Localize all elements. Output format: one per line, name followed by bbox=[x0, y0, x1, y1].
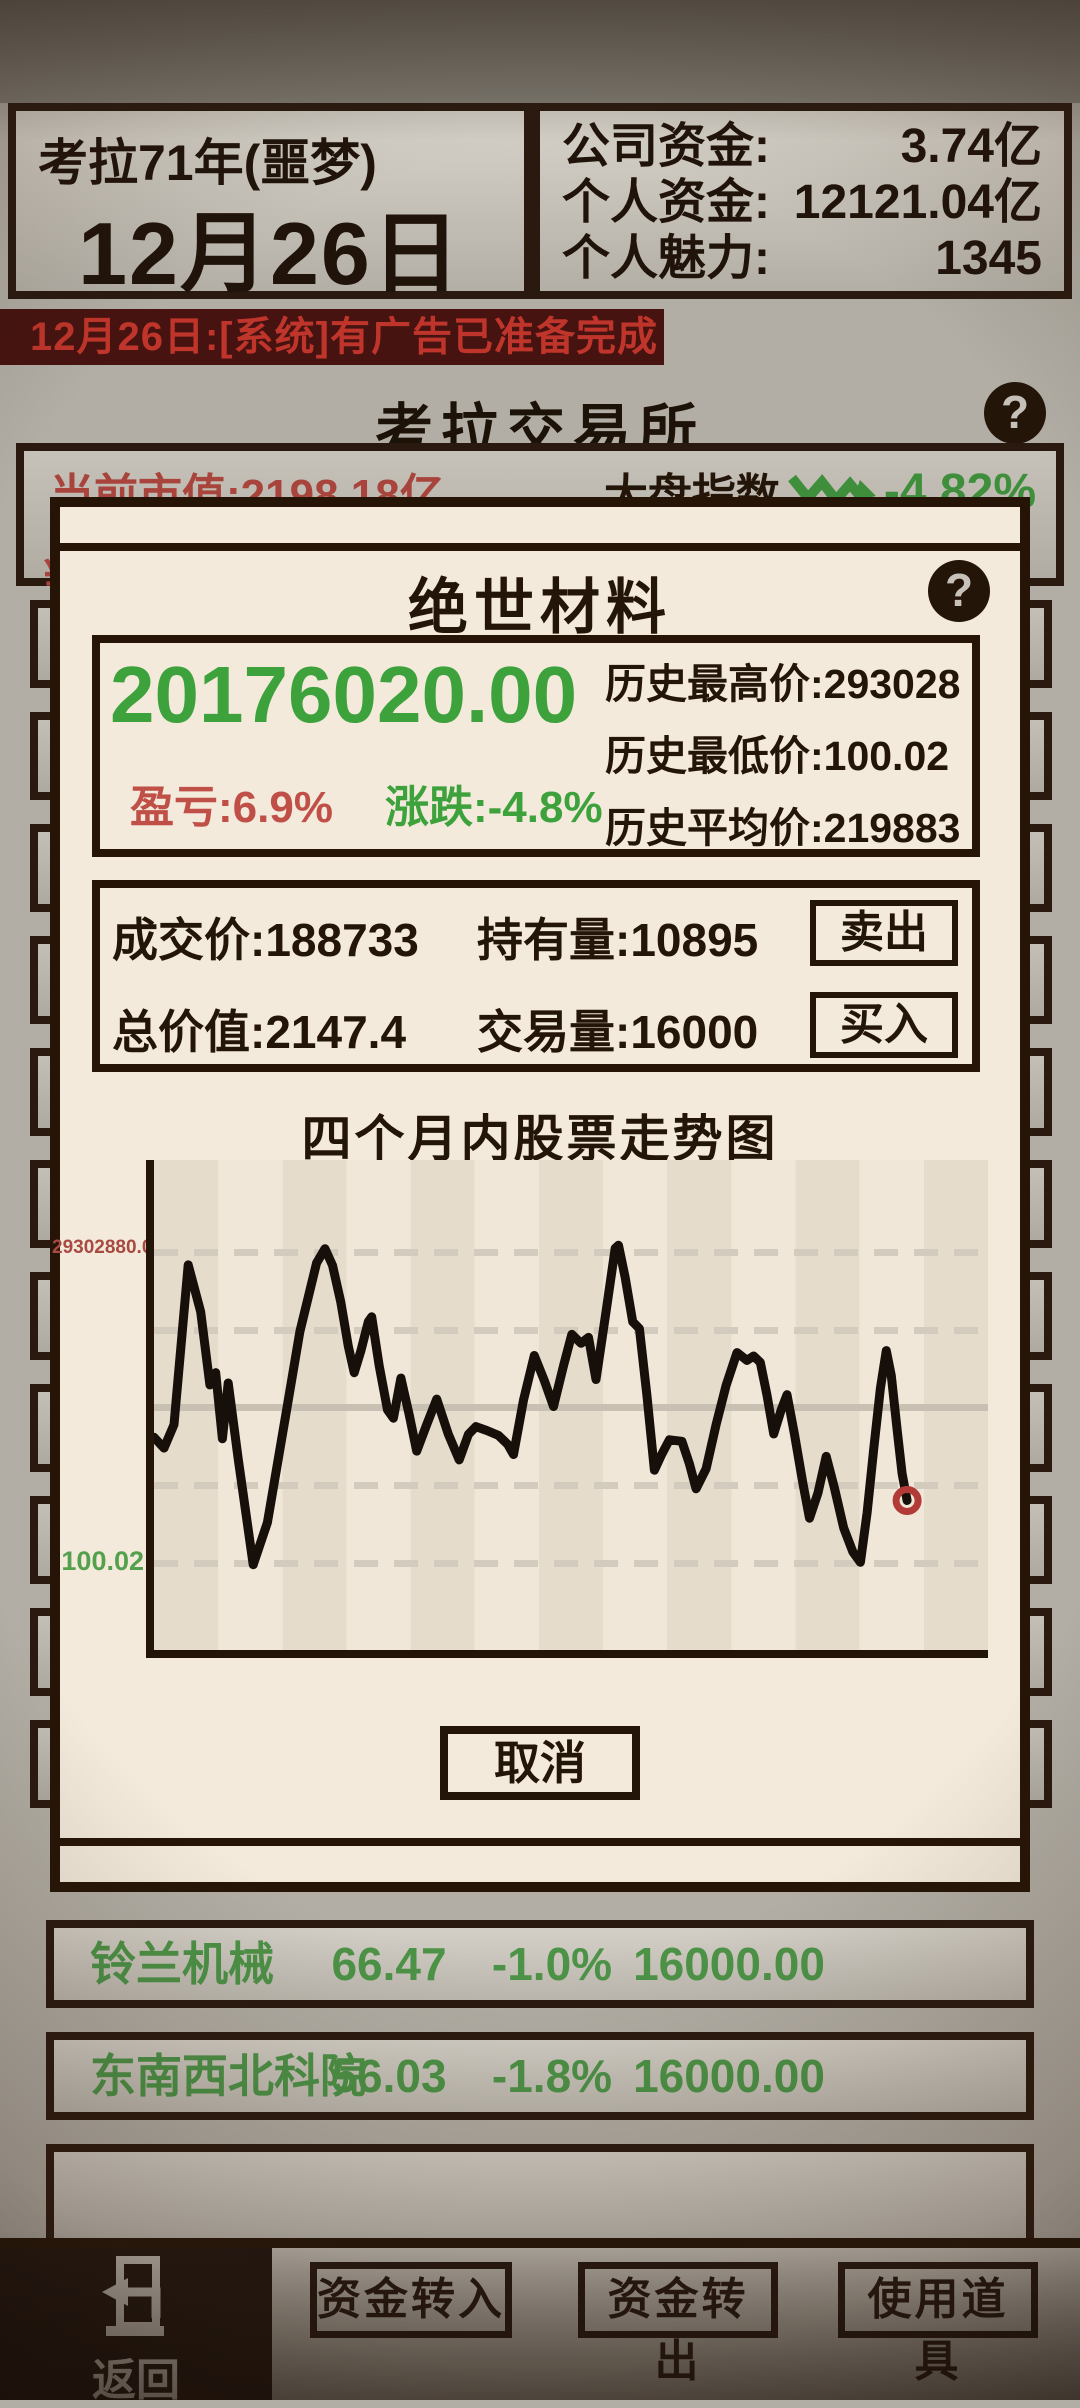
stat-label: 个人魅力: bbox=[562, 232, 770, 285]
stats-panel: 公司资金: 3.74亿 个人资金: 12121.04亿 个人魅力: 1345 bbox=[532, 103, 1072, 299]
deal-price: 成交价:188733 bbox=[112, 904, 419, 970]
stock-trend-chart bbox=[154, 1160, 988, 1650]
total-value: 总价值:2147.4 bbox=[112, 996, 406, 1062]
stock-row-southeast[interactable]: 东南西北科院 56.03 -1.8% 16000.00 bbox=[46, 2032, 1034, 2120]
total-value-label: 总价值: bbox=[112, 1006, 266, 1058]
holdings: 持有量:10895 bbox=[477, 904, 758, 970]
trade-box: 成交价:188733 持有量:10895 卖出 总价值:2147.4 交易量:1… bbox=[92, 880, 980, 1072]
deal-price-label: 成交价: bbox=[112, 914, 266, 966]
stock-row-lingland[interactable]: 铃兰机械 66.47 -1.0% 16000.00 bbox=[46, 1920, 1034, 2008]
stock-name: 铃兰机械 bbox=[90, 1938, 274, 1990]
modal-top-divider bbox=[60, 543, 1020, 551]
sell-button[interactable]: 卖出 bbox=[810, 900, 958, 966]
help-icon[interactable]: ? bbox=[984, 382, 1046, 444]
history-average: 历史平均价:219883 bbox=[605, 805, 961, 851]
transfer-in-button[interactable]: 资金转入 bbox=[310, 2262, 512, 2338]
chart-y-axis bbox=[146, 1160, 154, 1658]
history-low: 历史最低价:100.02 bbox=[605, 733, 950, 779]
total-value-value: 2147.4 bbox=[265, 1006, 407, 1058]
modal-help-icon[interactable]: ? bbox=[928, 560, 990, 622]
transfer-out-button[interactable]: 资金转出 bbox=[578, 2262, 778, 2386]
back-label: 返回 bbox=[92, 2356, 180, 2405]
volume-value: 16000 bbox=[630, 1006, 759, 1058]
stat-value: 1345 bbox=[935, 232, 1042, 285]
date-panel: 考拉71年(噩梦) 12月26日 bbox=[8, 103, 532, 303]
stock-detail-modal: 绝世材料 ? 20176020.00 盈亏:6.9% 涨跌:-4.8% 历史最高… bbox=[50, 497, 1030, 1892]
y-axis-max-label: 29302880.00 bbox=[52, 1237, 163, 1258]
back-button[interactable]: 返回 bbox=[0, 2248, 272, 2405]
buy-button[interactable]: 买入 bbox=[810, 992, 958, 1058]
deal-price-value: 188733 bbox=[265, 914, 419, 966]
top-dark-strip bbox=[0, 0, 1080, 103]
stat-personal-funds: 个人资金: 12121.04亿 bbox=[562, 175, 1042, 231]
stock-amount: 16000.00 bbox=[633, 1938, 825, 1990]
stock-price: 56.03 bbox=[331, 2050, 447, 2102]
current-price: 20176020.00 bbox=[110, 650, 578, 739]
profit-percent: 盈亏:6.9% bbox=[130, 783, 333, 832]
stat-personal-charm: 个人魅力: 1345 bbox=[562, 231, 1042, 287]
holdings-label: 持有量: bbox=[477, 914, 631, 966]
stock-change: -1.8% bbox=[491, 2050, 613, 2102]
modal-title: 绝世材料 bbox=[408, 574, 672, 641]
stock-change: -1.0% bbox=[491, 1938, 613, 1990]
volume-label: 交易量: bbox=[477, 1006, 631, 1058]
stat-value: 3.74亿 bbox=[900, 120, 1042, 173]
y-axis-min-label: 100.02 bbox=[61, 1546, 144, 1576]
volume: 交易量:16000 bbox=[477, 996, 758, 1062]
history-high: 历史最高价:293028 bbox=[605, 661, 961, 707]
cancel-button[interactable]: 取消 bbox=[440, 1726, 640, 1800]
bottom-bar: 返回 资金转入 资金转出 使用道具 bbox=[0, 2248, 1080, 2405]
stock-amount: 16000.00 bbox=[633, 2050, 825, 2102]
stock-row-partial bbox=[46, 2144, 1034, 2238]
change-percent: 涨跌:-4.8% bbox=[385, 783, 603, 832]
stat-label: 公司资金: bbox=[562, 120, 770, 173]
stat-value: 12121.04亿 bbox=[793, 176, 1042, 229]
chart-x-axis bbox=[146, 1650, 988, 1658]
holdings-value: 10895 bbox=[630, 914, 759, 966]
bottom-bar-divider bbox=[0, 2238, 1080, 2248]
system-notice-banner: 12月26日:[系统]有广告已准备完成 bbox=[0, 309, 664, 365]
price-line bbox=[154, 1240, 922, 1570]
modal-bottom-divider bbox=[60, 1838, 1020, 1846]
stat-company-funds: 公司资金: 3.74亿 bbox=[562, 119, 1042, 175]
exit-door-icon bbox=[102, 2256, 164, 2336]
stock-price: 66.47 bbox=[331, 1938, 447, 1990]
game-date: 12月26日 bbox=[78, 204, 462, 303]
price-summary-box: 20176020.00 盈亏:6.9% 涨跌:-4.8% 历史最高价:29302… bbox=[92, 635, 980, 857]
stat-label: 个人资金: bbox=[562, 176, 770, 229]
use-item-button[interactable]: 使用道具 bbox=[838, 2262, 1038, 2386]
